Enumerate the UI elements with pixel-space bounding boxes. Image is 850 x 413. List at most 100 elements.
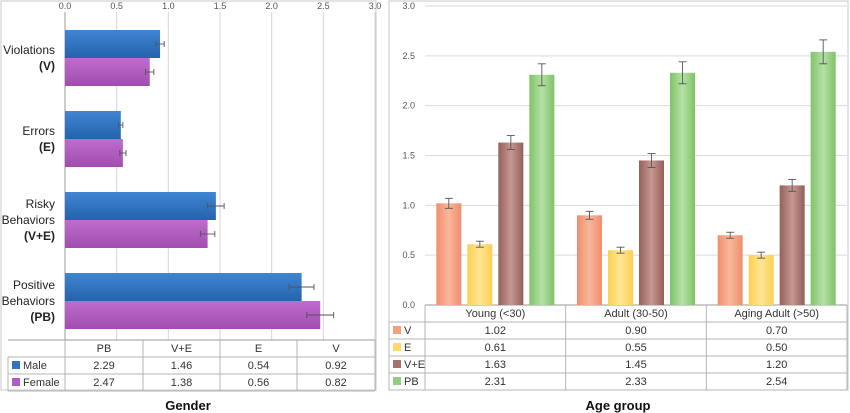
bar-v (577, 215, 602, 305)
error-bar (788, 178, 797, 192)
category-label: Young (<30) (465, 308, 525, 320)
bar-male (65, 111, 121, 139)
legend-label: V (404, 325, 412, 337)
legend-label: E (404, 342, 411, 354)
error-bar (678, 61, 687, 85)
category-label: Aging Adult (>50) (734, 308, 819, 320)
y-tick-label: 3.0 (402, 1, 415, 11)
error-bar (506, 135, 515, 150)
category-label: (V+E) (24, 229, 55, 243)
table-cell: 1.46 (171, 360, 192, 372)
category-label: Errors (22, 124, 55, 138)
error-bar (475, 240, 484, 248)
chart-frame (0, 0, 377, 391)
table-cell: 0.82 (325, 377, 346, 389)
table-header: PB (97, 343, 112, 355)
error-bar (537, 63, 546, 87)
x-tick-label: 2.0 (265, 1, 278, 11)
table-cell: 2.33 (625, 376, 646, 388)
error-bar (647, 153, 656, 168)
legend-swatch (393, 377, 401, 385)
y-tick-label: 1.5 (402, 151, 415, 161)
bar-e (467, 244, 493, 305)
bar-v-plus-e (639, 160, 664, 305)
legend-swatch (393, 343, 401, 351)
x-tick-label: 1.5 (214, 1, 227, 11)
error-bar (199, 231, 216, 237)
error-bar (207, 203, 225, 209)
bar-female (65, 58, 150, 86)
x-tick-label: 3.0 (369, 1, 382, 11)
bar-v (717, 235, 743, 305)
error-bar (444, 197, 453, 209)
table-cell: 0.92 (325, 360, 346, 372)
legend-label: Male (23, 360, 47, 372)
y-tick-label: 1.0 (402, 200, 415, 210)
bar-female (65, 301, 321, 329)
bar-male (65, 273, 302, 301)
table-cell: 0.54 (248, 360, 269, 372)
table-cell: 0.55 (625, 342, 646, 354)
table-cell: 1.45 (625, 359, 646, 371)
table-header: V (332, 343, 340, 355)
table-cell: 0.90 (625, 325, 646, 337)
table-cell: 1.20 (766, 359, 787, 371)
category-label: Risky (26, 197, 55, 211)
category-label: (V) (39, 59, 55, 73)
bar-v-plus-e (498, 142, 524, 305)
bar-v-plus-e (779, 185, 805, 305)
gender-chart: 0.0 0.5 1.0 1.5 2.0 2.5 3.0 Violations (V) Errors… (0, 0, 382, 413)
table-cell: 2.29 (93, 360, 114, 372)
y-tick-label: 2.0 (402, 101, 415, 111)
category-label: (PB) (30, 310, 55, 324)
category-label: Positive (13, 278, 55, 292)
legend-label: Female (23, 377, 60, 389)
error-bar (757, 251, 766, 259)
x-axis-title: Gender (165, 398, 211, 413)
x-tick-label: 0.5 (110, 1, 123, 11)
y-tick-label: 0.0 (402, 300, 415, 310)
y-tick-label: 2.5 (402, 51, 415, 61)
legend-swatch (393, 326, 401, 334)
table-cell: 0.56 (248, 377, 269, 389)
bar-pb (810, 51, 836, 306)
legend-swatch (12, 361, 20, 369)
bar-pb (529, 74, 555, 306)
bar-male (65, 192, 216, 220)
y-tick-label: 0.5 (402, 250, 415, 260)
table-cell: 1.63 (485, 359, 506, 371)
legend-label: V+E (404, 359, 425, 371)
legend-swatch (12, 378, 20, 386)
category-label: Violations (3, 43, 55, 57)
table-cell: 0.61 (485, 342, 506, 354)
bar-female (65, 220, 208, 248)
category-label: Behaviors (2, 213, 55, 227)
error-bar (585, 210, 594, 220)
bar-male (65, 30, 161, 58)
table-cell: 1.02 (485, 325, 506, 337)
x-axis-title: Age group (586, 398, 651, 413)
error-bar (288, 284, 315, 290)
error-bar (819, 39, 828, 65)
age-group-chart: 0.0 0.5 1.0 1.5 2.0 2.5 3.0 Young (<30) Adult (3… (388, 0, 849, 413)
error-bar (155, 41, 165, 47)
legend-label: PB (404, 376, 419, 388)
x-tick-label: 1.0 (162, 1, 175, 11)
error-bar (726, 231, 735, 239)
error-bar (119, 150, 127, 156)
error-bar (306, 312, 335, 318)
error-bar (616, 246, 625, 254)
table-cell: 2.47 (93, 377, 114, 389)
category-label: (E) (39, 140, 55, 154)
table-header: V+E (171, 343, 192, 355)
bar-v (436, 203, 462, 305)
error-bar (145, 69, 155, 75)
x-tick-label: 0.0 (59, 1, 72, 11)
category-label: Adult (30-50) (604, 308, 668, 320)
bar-e (748, 255, 774, 305)
bar-e (608, 250, 633, 305)
table-cell: 2.54 (766, 376, 787, 388)
x-tick-label: 2.5 (317, 1, 330, 11)
table-cell: 0.50 (766, 342, 787, 354)
